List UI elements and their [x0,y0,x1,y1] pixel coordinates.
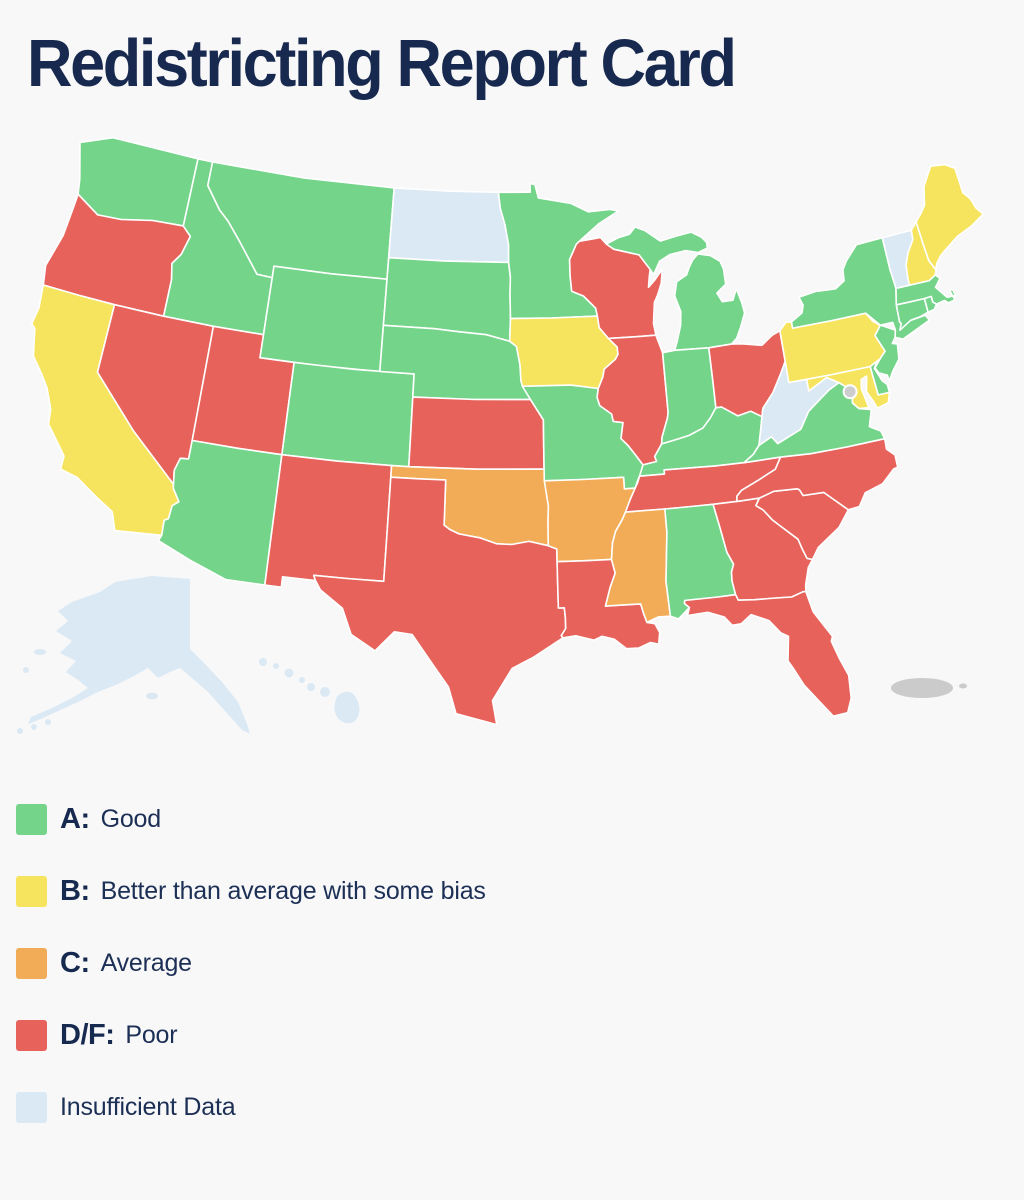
state-michigan [605,226,746,352]
state-alaska-shape [23,667,29,673]
legend-grade-df: D/F: [60,1018,115,1051]
puerto-rico-shape [959,683,967,689]
legend-swatch-df [16,1019,47,1051]
state-kansas [408,396,545,470]
state-alaska-shape [28,576,250,734]
legend-item-insufficient: Insufficient Data [16,1091,716,1123]
state-hawaii-shape [299,677,305,683]
legend-swatch-a [16,803,47,835]
state-alaska-shape [45,719,51,725]
legend-grade-a: A: [60,802,90,835]
puerto-rico-shape [891,678,953,698]
state-hawaii-shape [307,683,315,691]
state-alaska-shape [17,728,23,734]
state-north-dakota [387,187,510,264]
state-alaska-inset [17,576,250,734]
legend-grade-c: C: [60,946,90,979]
state-texas [312,476,567,726]
state-new-jersey [874,324,900,382]
state-hawaii-shape [320,687,330,697]
legend-item-b: B: Better than average with some bias [16,875,716,907]
us-choropleth-map [17,136,984,734]
legend-label-df: Poor [125,1020,178,1049]
legend-swatch-insufficient [16,1091,47,1123]
state-hawaii-shape [273,663,279,669]
state-hawaii-shape [259,658,267,666]
state-wyoming [259,265,388,373]
legend: A: Good B: Better than average with some… [16,803,716,1163]
state-maine [915,163,984,271]
state-alaska-shape [146,692,158,700]
state-hawaii-shape [284,668,294,678]
legend-swatch-c [16,947,47,979]
legend-item-df: D/F: Poor [16,1019,716,1051]
state-alaska-shape [34,649,46,655]
state-hawaii-inset [259,658,360,724]
territory-puerto-rico [891,678,967,698]
state-new-mexico [264,453,393,588]
page-title: Redistricting Report Card [27,26,737,101]
state-hawaii-shape [334,691,360,724]
state-alaska-shape [31,724,37,730]
state-north-carolina [736,437,899,511]
state-florida [683,590,852,717]
legend-item-a: A: Good [16,803,716,835]
legend-label-a: Good [100,804,162,833]
legend-item-c: C: Average [16,947,716,979]
legend-label-insufficient: Insufficient Data [60,1092,236,1121]
territory-washington-dc-dot [842,384,858,400]
legend-grade-b: B: [60,874,90,907]
legend-swatch-b [16,875,47,907]
state-colorado [281,361,415,468]
legend-label-b: Better than average with some bias [100,876,486,905]
legend-label-c: Average [100,948,192,977]
